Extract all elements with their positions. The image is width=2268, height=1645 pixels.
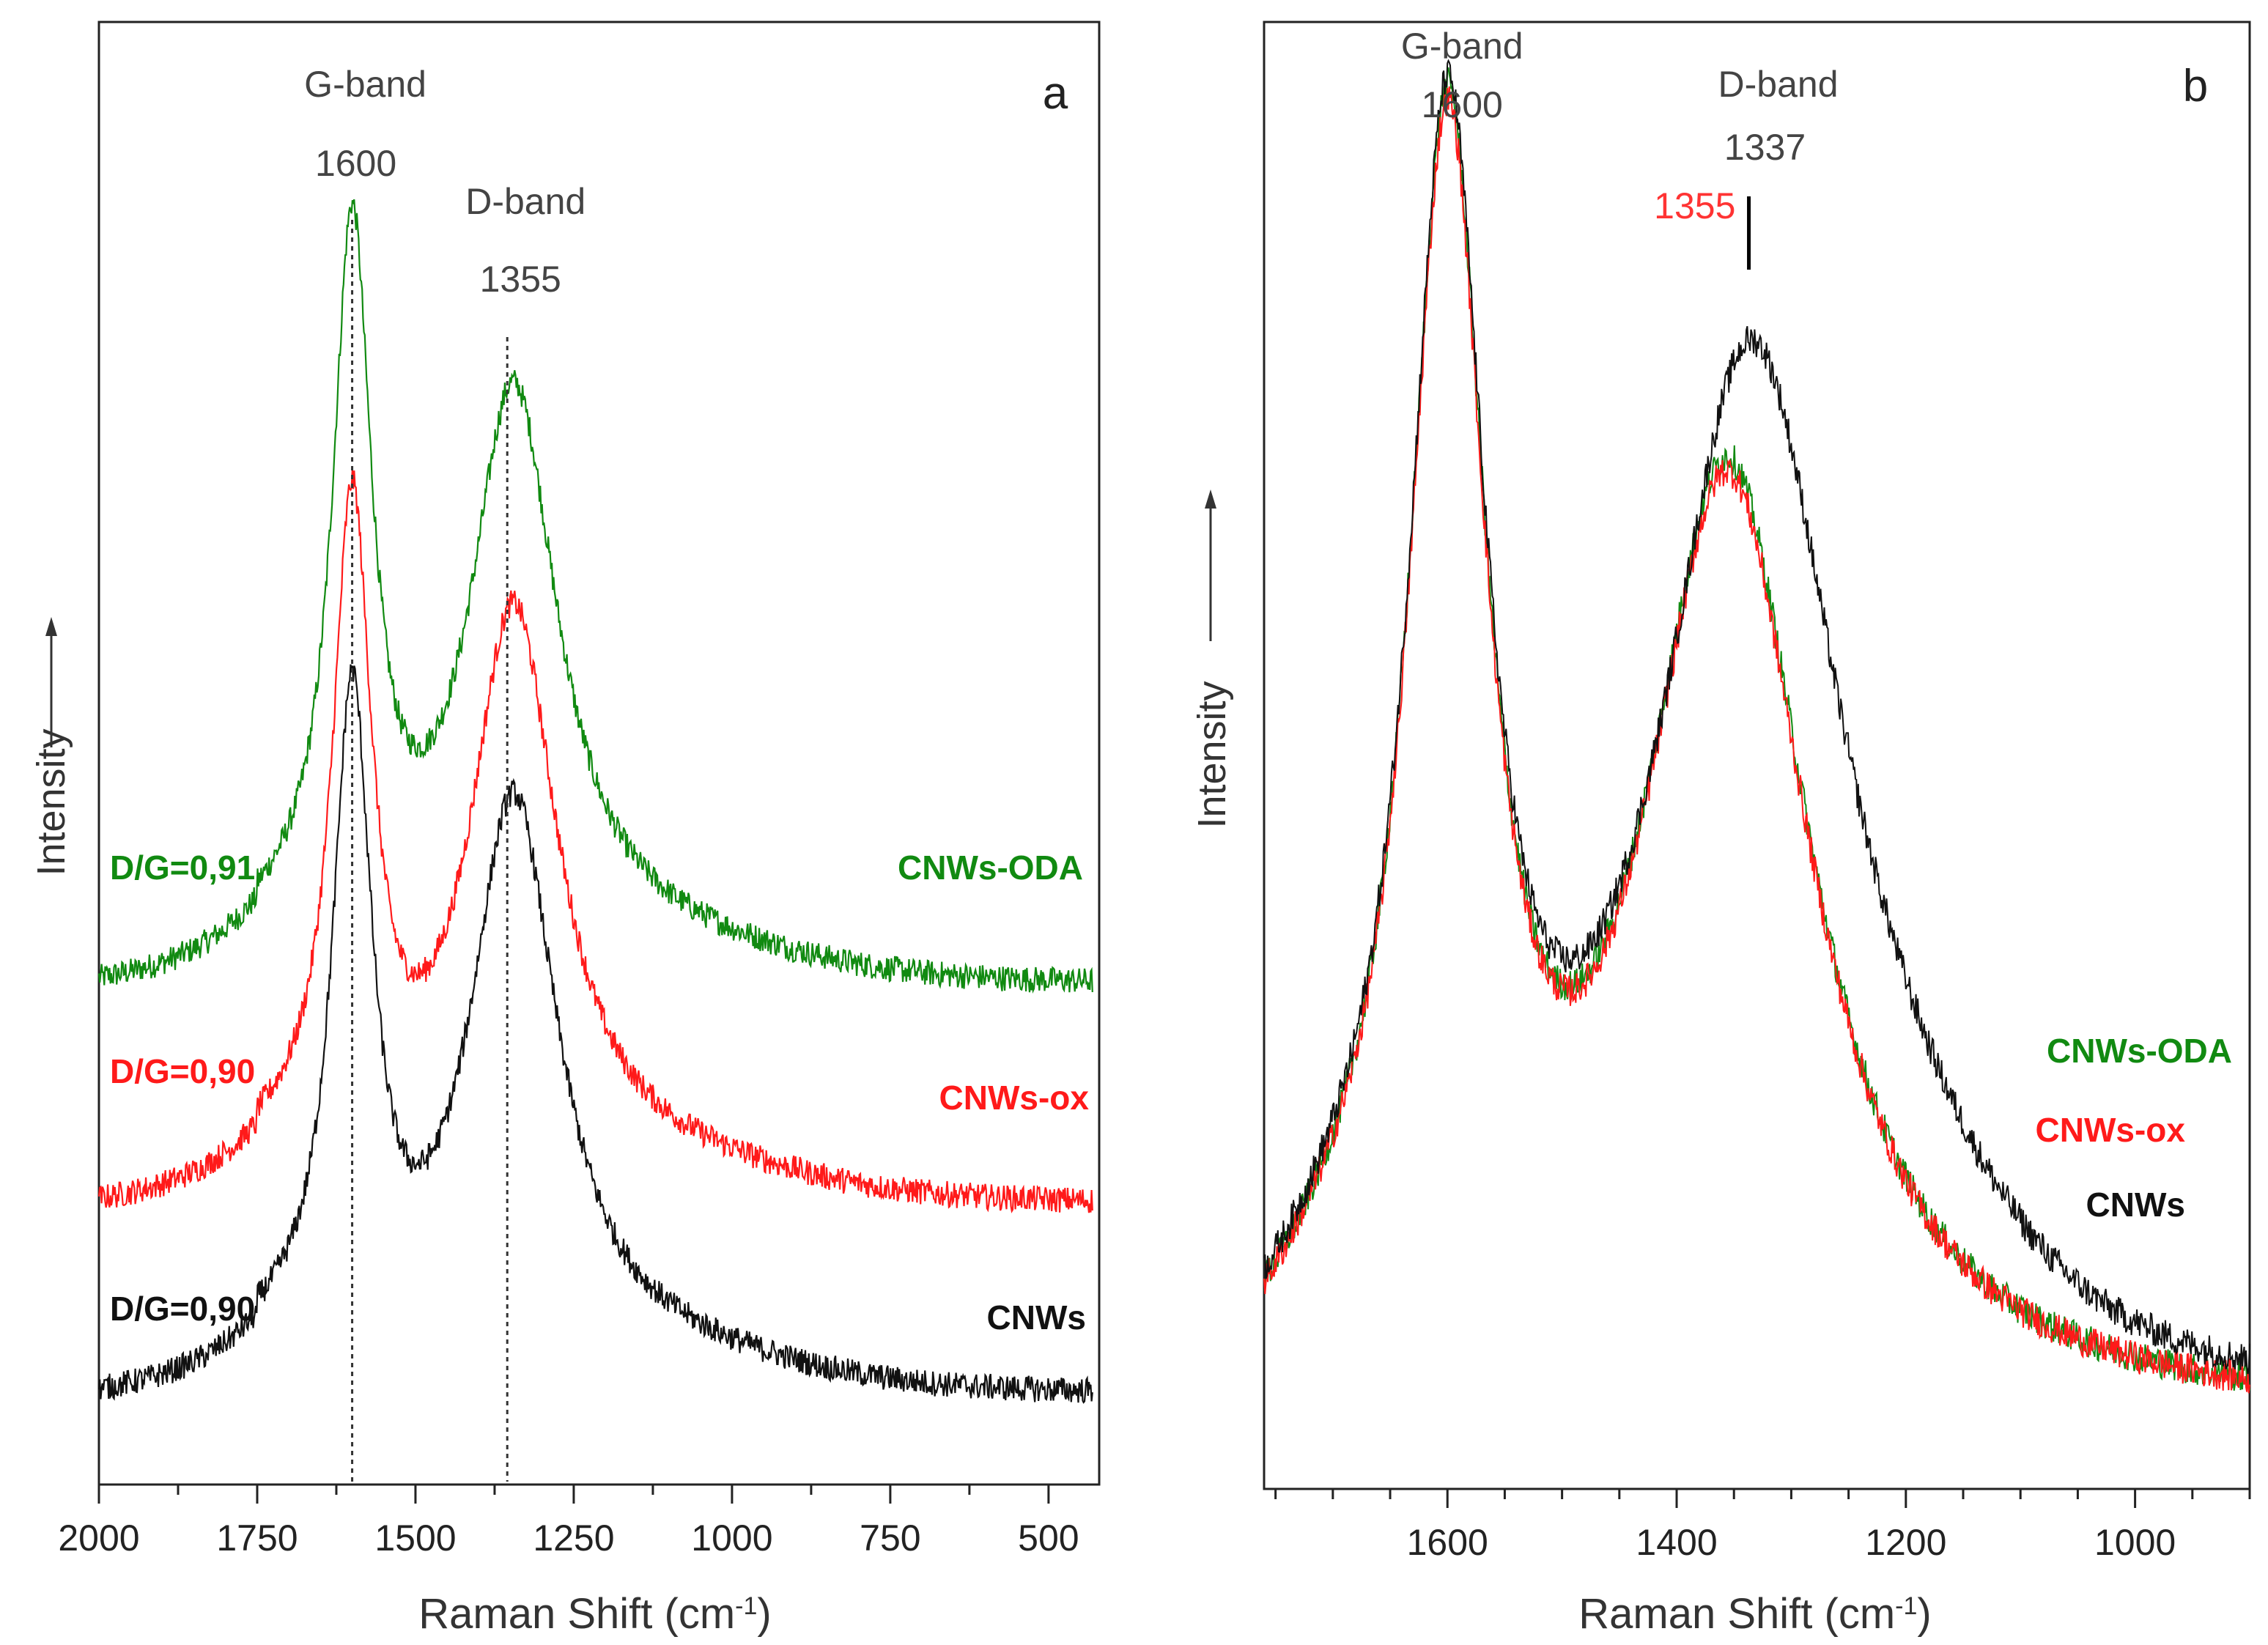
panel-a-x-tick-label: 750 [860,1518,920,1559]
panel-b-series-cnws-ox [1263,86,2250,1394]
panel-a: 2000 1750 1500 1250 1000 750 500 G-band 1600 D… [29,21,1101,1638]
panel-b-name-ox: CNWs-ox [2036,1111,2186,1149]
panel-b-name-oda: CNWs-ODA [2047,1032,2232,1070]
panel-b-x-ticks: 1600 1400 1200 1000 [1274,1489,2251,1563]
panel-a-x-tick-label: 1250 [533,1518,614,1559]
panel-a-series-cnws [97,664,1093,1404]
panel-a-x-ticks: 2000 1750 1500 1250 1000 750 500 [58,1485,1079,1559]
panel-a-series-cnws-oda [97,199,1093,994]
panel-b-name-cnws: CNWs [2086,1186,2185,1224]
panel-a-x-tick-label: 1750 [216,1518,298,1559]
panel-a-d-band-label: D-band [465,181,586,222]
panel-b-ylabel: Intensity [1190,681,1234,828]
panel-b-xlabel: Raman Shift (cm-1) [1578,1590,1931,1638]
panel-b-letter: b [2183,61,2208,111]
panel-a-d-band-value: 1355 [480,259,561,300]
panel-b-series-group [1263,59,2250,1394]
panel-a-name-oda: CNWs-ODA [898,849,1083,887]
panel-a-ratio-cnws: D/G=0,90 [110,1290,255,1328]
panel-a-g-band-value: 1600 [315,143,396,184]
panel-a-ratio-oda: D/G=0,91 [110,849,255,887]
panel-b-series-cnws [1263,59,2250,1375]
panel-a-series-group [97,199,1093,1404]
panel-a-series-cnws-ox [97,469,1093,1213]
panel-b-ox-d-value: 1355 [1654,185,1735,226]
panel-a-name-cnws: CNWs [987,1298,1086,1337]
panel-a-ylabel: Intensity [29,728,73,876]
panel-a-name-ox: CNWs-ox [939,1079,1090,1117]
panel-a-x-tick-label: 1000 [691,1518,772,1559]
panel-a-ratio-ox: D/G=0,90 [110,1052,255,1090]
panel-a-xlabel: Raman Shift (cm-1) [418,1590,771,1638]
panel-a-letter: a [1043,68,1068,119]
panel-b-ylabel-group: Intensity [1190,681,1234,828]
panel-a-x-tick-label: 2000 [58,1518,139,1559]
panel-b-x-tick-label: 1000 [2094,1522,2176,1563]
panel-a-x-tick-label: 1500 [374,1518,456,1559]
panel-a-x-tick-label: 500 [1018,1518,1079,1559]
panel-a-frame [97,21,1101,1486]
panel-b-frame [1263,21,2251,1490]
panel-b-d-band-label: D-band [1718,64,1839,105]
panel-b-g-band-value: 1600 [1422,84,1503,125]
panel-a-ylabel-group: Intensity [29,728,73,876]
panel-b-x-tick-label: 1200 [1865,1522,1946,1563]
panel-b-g-band-label: G-band [1401,26,1523,67]
panel-b-y-arrow-head [1205,489,1216,509]
panel-b: 1600 1400 1200 1000 G-band 1600 D-band 1337… [1190,21,2251,1638]
panel-a-g-band-label: G-band [304,64,426,105]
panel-b-x-tick-label: 1600 [1407,1522,1488,1563]
panel-b-d-band-value: 1337 [1724,127,1806,168]
panel-b-x-tick-label: 1400 [1636,1522,1717,1563]
panel-a-y-arrow-head [45,617,57,636]
